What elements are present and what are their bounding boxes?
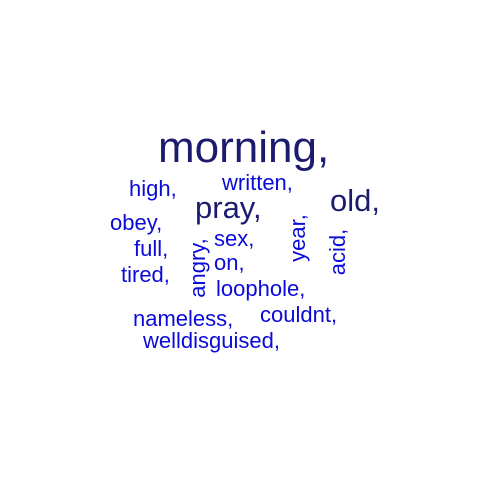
word-angry: angry, <box>185 238 210 298</box>
word-nameless: nameless, <box>133 306 234 331</box>
word-couldnt: couldnt, <box>260 302 338 327</box>
word-tired: tired, <box>121 262 170 287</box>
word-on: on, <box>214 250 245 275</box>
word-high: high, <box>129 176 177 201</box>
word-welldisguised: welldisguised, <box>143 328 280 353</box>
word-full: full, <box>134 236 169 261</box>
word-sex: sex, <box>214 226 255 251</box>
word-obey: obey, <box>110 210 163 235</box>
word-pray: pray, <box>195 190 262 225</box>
word-old: old, <box>330 183 380 218</box>
word-written: written, <box>222 170 293 195</box>
word-acid: acid, <box>325 228 350 276</box>
word-loophole: loophole, <box>216 276 306 301</box>
word-morning: morning, <box>158 123 330 172</box>
word-year: year, <box>285 214 310 262</box>
